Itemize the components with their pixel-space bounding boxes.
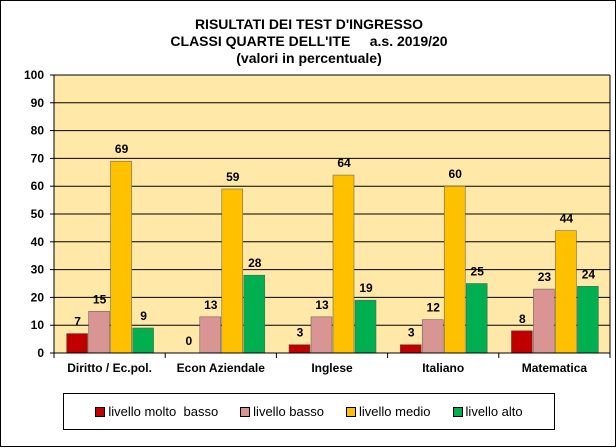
data-label: 60 [449, 167, 463, 181]
data-label: 13 [315, 298, 329, 312]
y-tick-label: 20 [31, 290, 45, 304]
y-tick-label: 90 [31, 96, 45, 110]
bar-0-2 [288, 344, 311, 354]
y-tick-label: 0 [37, 346, 44, 360]
x-tick-label: Matematica [522, 361, 588, 375]
data-label: 12 [427, 301, 441, 315]
legend-item: livello molto basso [95, 404, 218, 419]
data-label: 64 [337, 156, 351, 170]
legend-item: livello basso [240, 404, 324, 419]
chart-title-line-3: (valori in percentuale) [236, 50, 382, 66]
bar-0-0 [66, 333, 88, 354]
bar-0-3 [399, 344, 422, 354]
data-label: 28 [248, 256, 262, 270]
data-label: 44 [560, 212, 574, 226]
data-label: 0 [185, 334, 192, 348]
bar-2-4 [555, 230, 577, 354]
bar-1-4 [533, 288, 555, 354]
legend-label: livello alto [465, 404, 523, 419]
legend-label: livello basso [253, 404, 324, 419]
bar-3-3 [465, 283, 488, 354]
data-label: 69 [115, 142, 129, 156]
data-label: 13 [204, 298, 218, 312]
legend-swatch [452, 406, 463, 417]
bar-2-0 [110, 160, 132, 354]
data-label: 59 [226, 170, 240, 184]
chart-title-line-1: RISULTATI DEI TEST D'INGRESSO [194, 16, 424, 32]
data-label: 3 [297, 326, 304, 340]
data-label: 19 [359, 281, 373, 295]
x-tick-label: Inglese [311, 361, 353, 375]
bar-3-2 [354, 299, 377, 354]
data-label: 23 [538, 270, 552, 284]
y-tick-label: 50 [31, 207, 45, 221]
x-tick-label: Econ Aziendale [177, 361, 266, 375]
data-label: 8 [519, 312, 526, 326]
legend-label: livello molto basso [108, 404, 219, 419]
y-tick-label: 100 [24, 68, 44, 82]
bar-3-4 [577, 286, 599, 354]
bar-0-4 [511, 330, 533, 354]
legend-label: livello medio [359, 404, 431, 419]
bar-1-3 [421, 319, 444, 354]
legend-item: livello alto [452, 404, 523, 419]
data-label: 24 [582, 267, 596, 281]
legend-swatch [95, 406, 106, 417]
x-tick-label: Diritto / Ec.pol. [67, 361, 152, 375]
bar-2-1 [221, 188, 244, 354]
x-tick-label: Italiano [422, 361, 464, 375]
y-tick-label: 60 [31, 179, 45, 193]
data-label: 15 [93, 292, 107, 306]
y-tick-label: 70 [31, 151, 45, 165]
chart-title-line-2: CLASSI QUARTE DELL'ITE a.s. 2019/20 [170, 33, 448, 49]
bar-1-0 [88, 311, 110, 354]
bar-3-1 [243, 274, 266, 354]
bar-2-3 [443, 185, 466, 354]
data-label: 25 [471, 265, 485, 279]
y-tick-label: 80 [31, 124, 45, 138]
legend-swatch [346, 406, 356, 417]
bar-3-0 [132, 327, 154, 354]
legend-item: livello medio [346, 404, 431, 419]
bar-2-2 [332, 174, 355, 354]
y-tick-label: 40 [31, 235, 45, 249]
data-label: 9 [140, 309, 147, 323]
data-label: 7 [74, 315, 81, 329]
legend: livello molto basso livello basso livello … [63, 393, 555, 430]
legend-swatch [240, 406, 251, 417]
bar-1-1 [199, 316, 222, 354]
y-tick-label: 30 [31, 263, 45, 277]
y-tick-label: 10 [31, 318, 45, 332]
data-label: 3 [408, 326, 415, 340]
bar-1-2 [310, 316, 333, 354]
